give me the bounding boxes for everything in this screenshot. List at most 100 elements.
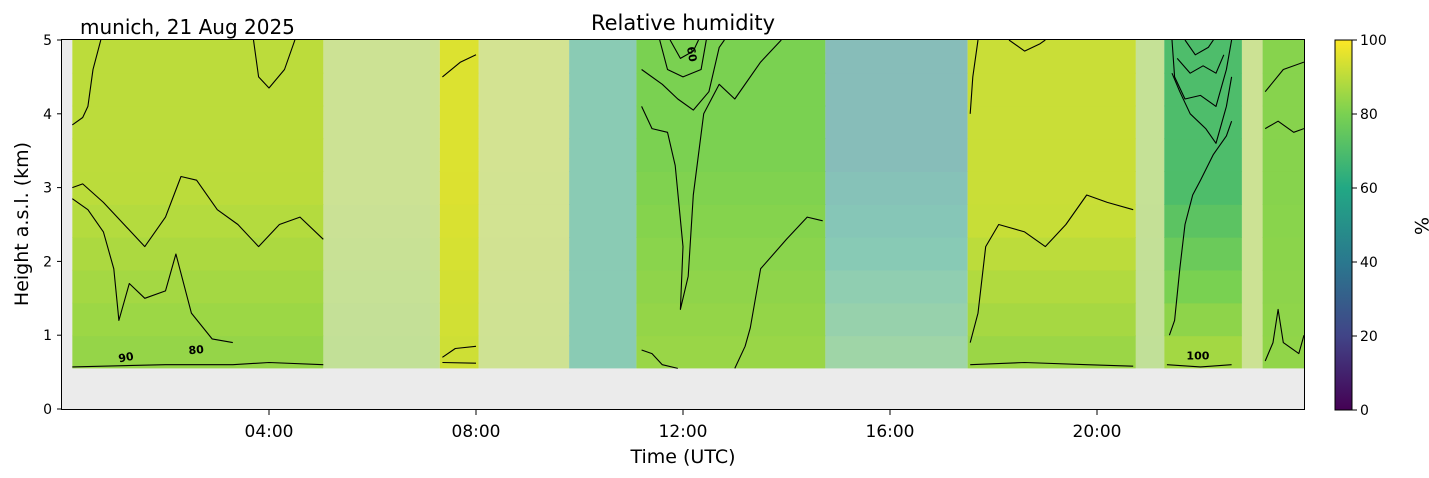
rh-segment	[1241, 40, 1263, 370]
contour-line	[669, 40, 699, 59]
rh-band	[72, 269, 324, 304]
rh-band	[569, 335, 637, 370]
rh-band	[569, 72, 637, 107]
plot-area: 90 80 60 100	[62, 40, 1304, 409]
rh-segment	[825, 40, 968, 370]
rh-band	[1262, 72, 1304, 107]
contour-line	[1264, 308, 1304, 362]
rh-band	[636, 40, 826, 74]
rh-band	[439, 105, 479, 140]
rh-band	[439, 237, 479, 271]
rh-band	[1262, 302, 1304, 337]
contour-line	[1264, 61, 1304, 93]
rh-segment	[967, 40, 1136, 370]
colorbar-label: %	[1410, 217, 1429, 235]
colorbar-tick-label: 20	[1360, 329, 1378, 345]
rh-band	[967, 138, 1136, 172]
rh-band	[72, 204, 324, 238]
contour-line	[1264, 120, 1304, 133]
rh-band	[636, 302, 826, 337]
x-tick-label: 08:00	[452, 422, 501, 442]
rh-band	[439, 335, 479, 370]
contour-line	[71, 40, 102, 126]
x-tick-label: 12:00	[659, 422, 708, 442]
rh-band	[72, 40, 324, 74]
rh-band	[569, 269, 637, 304]
contour-label: 80	[188, 343, 205, 357]
y-tick-label: 5	[43, 33, 52, 49]
contour-line	[970, 361, 1134, 367]
rh-band	[323, 40, 440, 74]
rh-band	[478, 269, 570, 304]
rh-band	[323, 302, 440, 337]
rh-band	[323, 105, 440, 140]
rh-band	[1241, 138, 1263, 172]
colorbar-tick-label: 80	[1360, 107, 1378, 123]
rh-band	[967, 302, 1136, 337]
rh-band	[967, 204, 1136, 238]
chart-title: Relative humidity	[591, 11, 775, 35]
rh-band	[1241, 302, 1263, 337]
contour-line	[1171, 72, 1233, 144]
x-axis: 04:00 08:00 12:00 16:00 20:00	[245, 409, 1122, 442]
y-tick-label: 1	[43, 328, 52, 344]
rh-segment	[72, 40, 324, 370]
rh-band	[1164, 72, 1242, 107]
rh-band	[1135, 72, 1165, 107]
rh-band	[72, 237, 324, 271]
rh-band	[1135, 105, 1165, 140]
rh-band	[1164, 302, 1242, 337]
contour-line	[1171, 40, 1233, 107]
rh-band	[1135, 302, 1165, 337]
rh-segment	[636, 40, 826, 370]
rh-band	[1241, 40, 1263, 74]
contour-line	[1166, 364, 1232, 368]
rh-band	[825, 269, 968, 304]
rh-band	[967, 171, 1136, 205]
x-tick-label: 20:00	[1073, 422, 1122, 442]
y-tick-label: 0	[43, 402, 52, 418]
location-date-label: munich, 21 Aug 2025	[80, 15, 295, 39]
rh-band	[72, 72, 324, 107]
rh-band	[967, 105, 1136, 140]
rh-band	[967, 40, 1136, 74]
rh-band	[1164, 105, 1242, 140]
contour-line	[1176, 54, 1225, 74]
rh-band	[1241, 171, 1263, 205]
x-tick-label: 16:00	[866, 422, 915, 442]
rh-band	[636, 237, 826, 271]
rh-segment	[478, 40, 570, 370]
rh-band	[478, 105, 570, 140]
rh-band	[323, 171, 440, 205]
rh-segment	[1262, 40, 1304, 370]
y-tick-label: 4	[43, 107, 52, 123]
rh-band	[478, 302, 570, 337]
rh-band	[478, 335, 570, 370]
rh-band	[825, 335, 968, 370]
rh-band	[323, 72, 440, 107]
rh-band	[439, 171, 479, 205]
rh-band	[1241, 72, 1263, 107]
contour-line	[734, 216, 823, 369]
rh-band	[478, 138, 570, 172]
contour-label: 100	[1186, 350, 1209, 363]
colorbar-tick-label: 60	[1360, 181, 1378, 197]
rh-band	[439, 138, 479, 172]
rh-band	[825, 302, 968, 337]
rh-band	[1262, 237, 1304, 271]
rh-band	[569, 204, 637, 238]
rh-band	[636, 138, 826, 172]
contour-line	[71, 198, 233, 344]
contour-label: 60	[684, 45, 700, 63]
rh-band	[825, 40, 968, 74]
rh-band	[1135, 237, 1165, 271]
colorbar-tick-label: 0	[1360, 403, 1369, 419]
rh-band	[439, 72, 479, 107]
colorbar-tick-label: 100	[1360, 33, 1387, 49]
rh-band	[636, 105, 826, 140]
rh-band	[1164, 171, 1242, 205]
rh-segment	[323, 40, 440, 370]
rh-segment	[439, 40, 479, 370]
rh-band	[967, 237, 1136, 271]
contour-line	[442, 54, 477, 78]
